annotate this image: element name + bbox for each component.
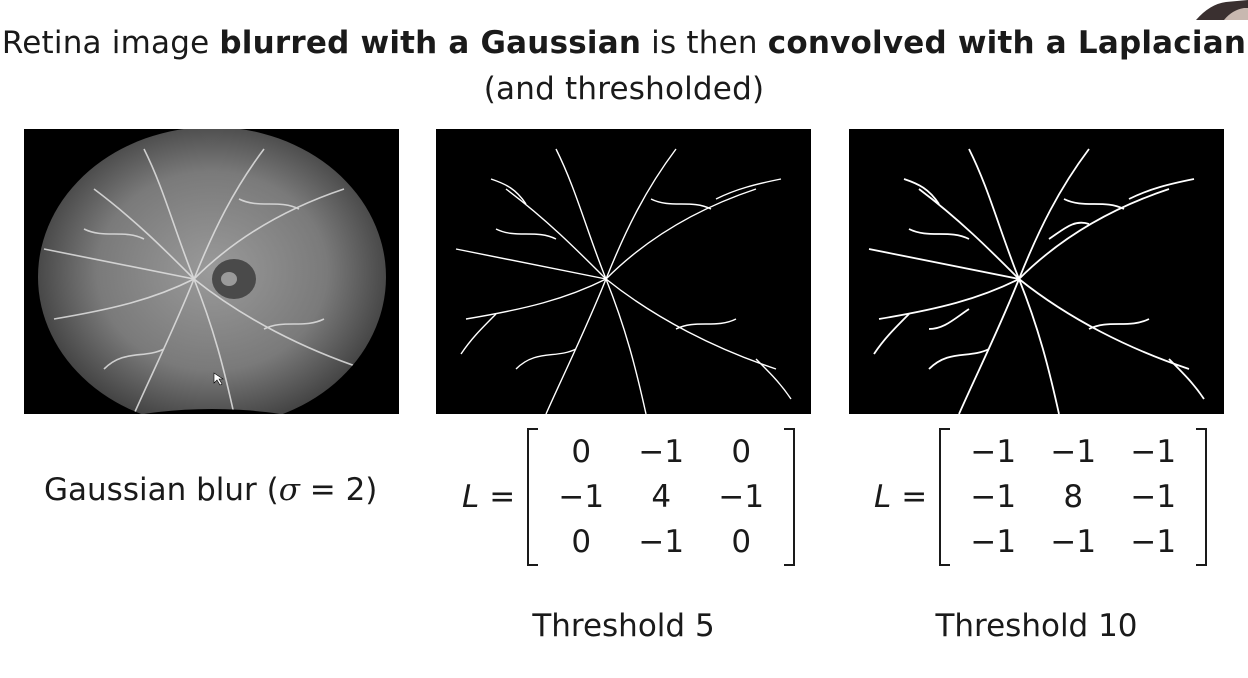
matrix-cell: −1: [970, 523, 1017, 560]
slide-title: Retina image blurred with a Gaussian is …: [0, 20, 1248, 112]
matrix-brackets: −1 −1 −1 −1 8 −1 −1 −1 −1: [939, 428, 1208, 566]
matrix-grid: 0 −1 0 −1 4 −1 0 −1 0: [541, 430, 781, 565]
matrix-cell: 0: [731, 433, 752, 470]
matrix-cell: −1: [1130, 433, 1177, 470]
caption-text: Gaussian blur (: [44, 472, 279, 508]
title-text: Retina image: [1, 25, 220, 61]
title-bold-gaussian: blurred with a Gaussian: [219, 25, 642, 61]
title-line-2: (and thresholded): [483, 71, 765, 107]
laplacian-threshold-5-image: [436, 129, 811, 414]
matrix-cell: −1: [1050, 523, 1097, 560]
matrix-cell: −1: [718, 478, 765, 515]
matrix-grid: −1 −1 −1 −1 8 −1 −1 −1 −1: [953, 430, 1193, 565]
matrix-cell: −1: [1130, 523, 1177, 560]
caption-text: = 2): [299, 472, 378, 508]
threshold-5-label: Threshold 5: [532, 608, 715, 644]
matrix-cell: 8: [1063, 478, 1084, 515]
matrix-cell: −1: [970, 478, 1017, 515]
matrix-cell: −1: [558, 478, 605, 515]
matrix-cell: 0: [571, 433, 592, 470]
sigma-symbol: σ: [278, 472, 300, 508]
matrix-cell: −1: [1050, 433, 1097, 470]
matrix-lhs: L =: [874, 479, 928, 515]
matrix-brackets: 0 −1 0 −1 4 −1 0 −1 0: [527, 428, 796, 566]
threshold-10-label: Threshold 10: [935, 608, 1138, 644]
matrix-cell: 4: [651, 478, 672, 515]
title-bold-laplacian: convolved with a Laplacian: [767, 25, 1247, 61]
presenter-video-thumbnail: [1166, 0, 1248, 20]
laplacian-threshold-10-image: [849, 129, 1224, 414]
gaussian-blur-caption: Gaussian blur (σ = 2): [44, 472, 377, 508]
matrix-cell: −1: [638, 433, 685, 470]
matrix-cell: −1: [638, 523, 685, 560]
title-line-1: Retina image blurred with a Gaussian is …: [0, 20, 1248, 66]
matrix-cell: −1: [1130, 478, 1177, 515]
matrix-cell: −1: [970, 433, 1017, 470]
matrix-lhs: L =: [462, 479, 516, 515]
laplacian-matrix-4: L = 0 −1 0 −1 4 −1 0 −1 0: [462, 428, 796, 566]
laplacian-matrix-8: L = −1 −1 −1 −1 8 −1 −1 −1 −1: [874, 428, 1208, 566]
matrix-cell: 0: [731, 523, 752, 560]
retina-blurred-image: [24, 129, 399, 414]
matrix-cell: 0: [571, 523, 592, 560]
title-text: is then: [641, 25, 768, 61]
